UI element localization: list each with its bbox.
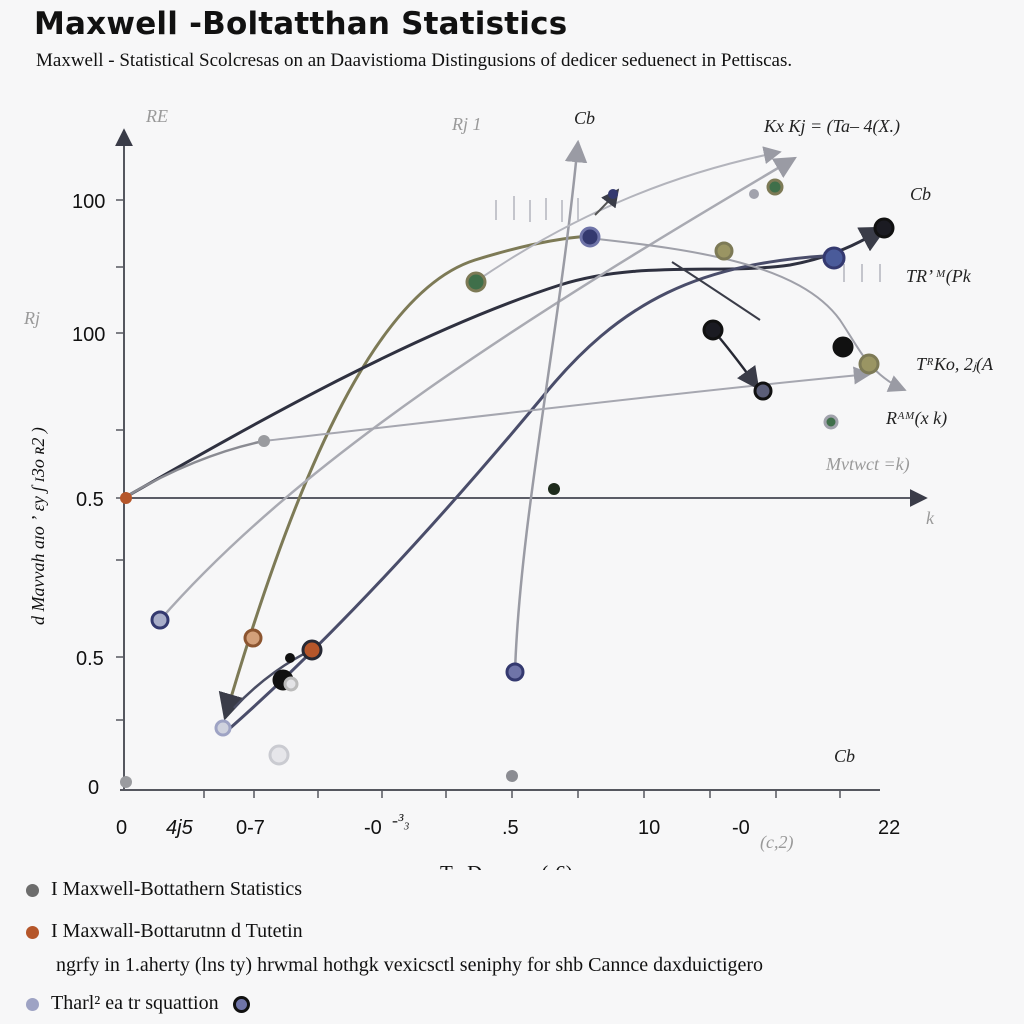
data-point — [301, 639, 323, 661]
chart: 100 100 0.5 0.5 0 0 4j5 0-7 -0 -³₃ .5 10… — [23, 106, 994, 870]
annotation: RE — [145, 106, 168, 126]
data-point — [285, 653, 295, 663]
x-tick-label: -0 — [364, 817, 382, 839]
data-point — [506, 770, 518, 782]
data-point — [873, 217, 895, 239]
chart-subtitle: Maxwell - Statistical Scolcresas on an D… — [36, 50, 793, 71]
data-point — [548, 483, 560, 495]
data-point — [766, 178, 784, 196]
curve-left-start — [123, 439, 265, 500]
data-point — [243, 628, 263, 648]
data-point — [858, 353, 880, 375]
curve-gray-long — [159, 156, 797, 621]
data-point — [579, 226, 601, 248]
x-tick-label: 4j5 — [166, 817, 194, 839]
x-tick-label: 10 — [638, 817, 660, 839]
legend-label: Tharl² ea tr squattion — [51, 992, 219, 1014]
data-point — [702, 319, 724, 341]
y-tick-label: 100 — [72, 191, 105, 213]
x-tick-label: .5 — [502, 817, 519, 839]
y-tick-label: 0.5 — [76, 489, 104, 511]
curve-slate — [227, 253, 841, 732]
annotation: TR’ ᴹ(Pk — [906, 266, 972, 287]
data-point — [832, 336, 854, 358]
annotation: Mvtwct =k) — [825, 454, 910, 475]
x-tick-sup: -³₃ — [392, 810, 410, 830]
y-tick-marks — [116, 199, 124, 721]
legend-marker-icon — [232, 995, 250, 1013]
data-point — [258, 435, 270, 447]
y-tick-label: 0 — [88, 777, 99, 799]
annotation: Rj — [23, 308, 40, 328]
y-tick-label: 100 — [72, 324, 105, 346]
data-point — [822, 246, 846, 270]
data-point — [749, 189, 759, 199]
legend-label: I Maxwall-Bottarutnn d Tutetin — [51, 920, 303, 942]
data-point — [753, 381, 773, 401]
data-point — [608, 189, 618, 199]
y-tick-label: 0.5 — [76, 648, 104, 670]
data-point — [268, 744, 290, 766]
data-point — [283, 676, 299, 692]
legend-item: I Maxwall-Bottarutnn d Tutetin — [26, 920, 303, 943]
annotation: Rj 1 — [451, 114, 482, 134]
curve-dark-small — [671, 261, 761, 321]
annotation: Cb — [910, 184, 931, 204]
legend-item: I Maxwell-Bottathern Statistics — [26, 878, 302, 901]
data-point — [150, 610, 170, 630]
data-point — [465, 271, 487, 293]
y-axis-label: d Mavvah aɪo ʼ ɛy ʃ ɪ3o ʀ2 ) — [28, 427, 49, 625]
legend-note: ngrfy in 1.aherty (lns ty) hrwmal hothgk… — [56, 954, 764, 976]
curve-dark-drop — [712, 329, 760, 390]
x-tick-label: 0 — [116, 817, 127, 839]
x-tick-marks — [203, 790, 841, 798]
annotation: Rᴬᴹ(x k) — [885, 408, 947, 429]
curve-gray-mid — [263, 366, 872, 442]
annotation: Cb — [574, 108, 595, 128]
data-point — [714, 241, 734, 261]
data-point — [823, 414, 839, 430]
chart-title: Maxwell -Boltatthan Statistics — [34, 6, 568, 42]
annotation: Kx Kj = (Ta– 4(X.) — [763, 116, 900, 137]
curve-dark-main — [123, 226, 888, 500]
curve-gray-top — [474, 146, 782, 283]
series-curves — [123, 139, 907, 732]
data-point — [214, 719, 232, 737]
faint-marks — [495, 196, 881, 282]
legend-swatch — [26, 883, 39, 897]
annotation: (c,2) — [760, 832, 793, 853]
x-axis-label: Ty Dunsms (r6) — [440, 861, 573, 870]
x-tick-label: 22 — [878, 817, 900, 839]
x-tick-label: -0 — [732, 817, 750, 839]
data-point — [120, 776, 132, 788]
data-point — [120, 492, 132, 504]
legend-swatch — [26, 925, 39, 939]
curve-gray-up — [513, 139, 588, 673]
x-tick-label: 0-7 — [236, 817, 265, 839]
annotation: k — [926, 508, 935, 528]
legend-label: I Maxwell-Bottathern Statistics — [51, 878, 303, 900]
annotation: TᴿKo, 2ⱼ(A — [916, 354, 994, 375]
legend-item: Tharl² ea tr squattion — [26, 992, 250, 1015]
annotation: Cb — [834, 746, 855, 766]
data-points — [120, 178, 895, 788]
legend-swatch — [26, 997, 39, 1011]
curve-olive — [218, 234, 591, 721]
curve-gray-right — [587, 237, 907, 392]
data-point — [505, 662, 525, 682]
